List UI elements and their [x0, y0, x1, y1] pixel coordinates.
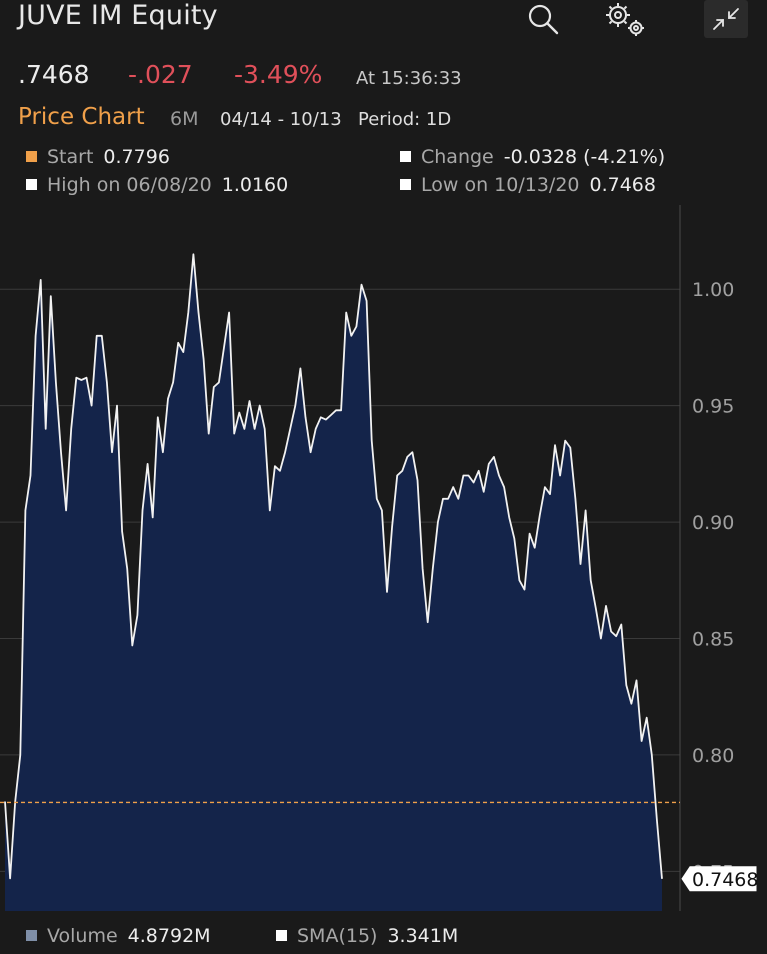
volume-value: 4.8792M: [127, 925, 211, 947]
legend-sma: SMA(15) 3.341M: [276, 925, 458, 947]
timestamp: At 15:36:33: [356, 68, 462, 89]
start-value: 0.7796: [103, 146, 170, 168]
y-tick-label: 0.85: [692, 629, 734, 651]
change-marker: [400, 151, 411, 162]
chart-title[interactable]: Price Chart: [18, 104, 145, 130]
y-tick-label: 0.95: [692, 396, 734, 418]
stat-high: High on 06/08/20 1.0160: [26, 174, 288, 196]
high-marker: [26, 179, 37, 190]
stat-change: Change -0.0328 (-4.21%): [400, 146, 665, 168]
gear-icon[interactable]: [602, 0, 648, 40]
last-price: .7468: [18, 60, 90, 89]
change-label: Change: [421, 146, 494, 168]
y-tick-label: 0.90: [692, 512, 734, 534]
low-marker: [400, 179, 411, 190]
volume-label: Volume: [47, 925, 118, 947]
last-value-label: 0.7468: [681, 866, 758, 892]
price-area: [5, 254, 662, 912]
last-value-text: 0.7468: [692, 869, 758, 891]
low-value: 0.7468: [589, 174, 656, 196]
collapse-icon: [713, 8, 739, 30]
percent-change: -3.49%: [234, 60, 323, 89]
start-label: Start: [47, 146, 94, 168]
high-value: 1.0160: [221, 174, 289, 196]
range-selector[interactable]: 6M: [170, 108, 199, 130]
start-marker: [26, 151, 37, 162]
price-line: [4, 253, 663, 880]
sma-value: 3.341M: [387, 925, 459, 947]
legend-volume: Volume 4.8792M: [26, 925, 211, 947]
change-value: -0.0328 (-4.21%): [503, 146, 666, 168]
date-range[interactable]: 04/14 - 10/13: [220, 109, 342, 130]
low-label: Low on 10/13/20: [421, 174, 580, 196]
high-label: High on 06/08/20: [47, 174, 212, 196]
volume-marker: [26, 930, 37, 941]
net-change: -.027: [128, 60, 193, 89]
stat-low: Low on 10/13/20 0.7468: [400, 174, 656, 196]
sma-marker: [276, 930, 287, 941]
sma-label: SMA(15): [297, 925, 378, 947]
price-chart[interactable]: 0.750.800.850.900.951.000.7468: [0, 205, 767, 917]
y-tick-label: 0.80: [692, 745, 734, 767]
search-icon[interactable]: [526, 2, 560, 36]
y-tick-label: 1.00: [692, 279, 734, 301]
period-selector[interactable]: Period: 1D: [358, 109, 452, 130]
stat-start: Start 0.7796: [26, 146, 170, 168]
collapse-button[interactable]: [704, 0, 748, 38]
page-title: JUVE IM Equity: [18, 0, 218, 31]
